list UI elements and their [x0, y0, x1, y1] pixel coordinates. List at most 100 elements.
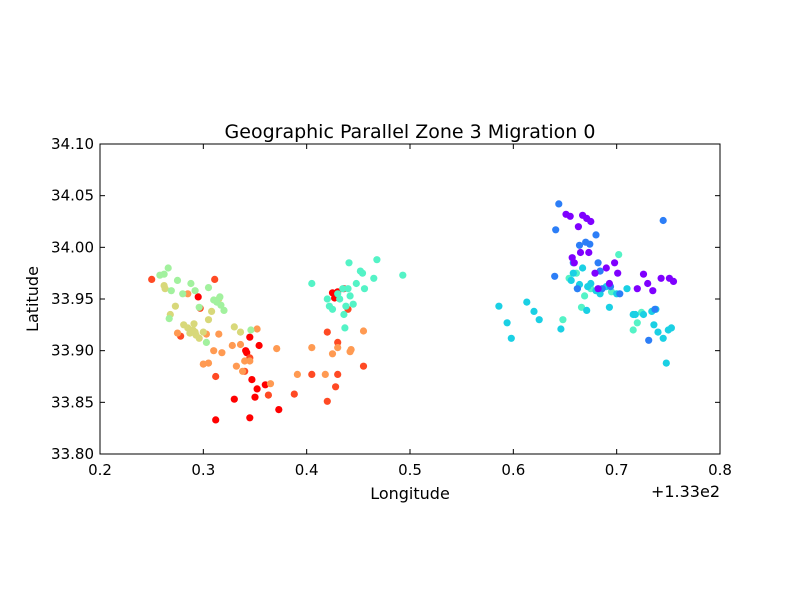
scatter-point	[345, 259, 353, 267]
scatter-point	[667, 324, 676, 332]
scatter-point	[359, 362, 368, 370]
scatter-point	[334, 370, 342, 378]
scatter-point	[591, 269, 599, 277]
scatter-point	[651, 305, 659, 313]
scatter-point	[165, 315, 173, 323]
scatter-point	[649, 287, 657, 295]
scatter-point	[179, 290, 187, 298]
scatter-point	[349, 300, 357, 308]
scatter-point	[592, 231, 600, 239]
x-tick-label: 0.4	[295, 461, 319, 479]
scatter-point	[247, 326, 255, 334]
scatter-point	[255, 341, 263, 350]
scatter-point	[605, 279, 614, 288]
scatter-point	[614, 269, 622, 277]
scatter-point	[236, 340, 245, 349]
scatter-point	[581, 292, 589, 300]
scatter-point	[605, 303, 614, 311]
scatter-point	[555, 200, 563, 208]
scatter-point	[339, 285, 347, 293]
scatter-point	[577, 303, 586, 311]
y-tick-label: 34.10	[51, 135, 94, 153]
scatter-point	[321, 370, 329, 378]
x-tick-label: 0.7	[605, 461, 629, 479]
scatter-point	[148, 275, 156, 283]
scatter-point	[334, 344, 342, 352]
scatter-point	[216, 293, 224, 301]
scatter-point	[579, 264, 587, 272]
scatter-point	[190, 320, 198, 328]
scatter-point	[639, 270, 648, 278]
scatter-point	[570, 259, 578, 267]
scatter-point	[629, 326, 637, 334]
scatter-point	[204, 316, 213, 324]
scatter-point	[347, 346, 355, 354]
scatter-point	[370, 274, 378, 282]
scatter-point	[328, 305, 337, 313]
scatter-point	[576, 248, 585, 257]
scatter-point	[639, 310, 648, 319]
scatter-point	[650, 321, 658, 329]
scatter-point	[253, 385, 261, 393]
scatter-point	[373, 256, 381, 264]
scatter-point	[236, 328, 245, 336]
scatter-point	[495, 302, 503, 310]
scatter-point	[199, 328, 207, 336]
scatter-point	[266, 380, 275, 388]
scatter-point	[587, 279, 595, 288]
scatter-point	[559, 316, 567, 324]
scatter-point	[220, 306, 228, 314]
scatter-point	[346, 292, 354, 300]
scatter-point	[171, 302, 179, 310]
scatter-point	[212, 372, 220, 381]
scatter-point	[616, 290, 624, 298]
x-axis-label: Longitude	[370, 484, 450, 503]
scatter-point	[659, 334, 667, 342]
scatter-point	[594, 285, 602, 293]
scatter-point	[669, 277, 678, 285]
scatter-point	[535, 316, 543, 324]
scatter-point	[615, 251, 623, 259]
scatter-point	[611, 259, 619, 267]
scatter-point	[243, 349, 251, 357]
scatter-point	[575, 241, 584, 249]
scatter-point	[246, 333, 254, 341]
scatter-point	[569, 269, 577, 277]
scatter-point	[336, 295, 344, 303]
scatter-point	[204, 359, 213, 367]
scatter-point	[246, 357, 254, 365]
x-axis-offset-label: +1.33e2	[651, 482, 720, 501]
scatter-point	[208, 307, 216, 315]
scatter-point	[594, 259, 602, 267]
scatter-point	[241, 357, 249, 365]
scatter-point	[246, 414, 254, 422]
scatter-point	[167, 287, 175, 295]
scatter-point	[323, 295, 331, 303]
scatter-point	[586, 240, 594, 248]
scatter-point	[187, 279, 195, 288]
scatter-point	[228, 341, 236, 350]
scatter-point	[194, 293, 202, 301]
x-tick-label: 0.3	[191, 461, 215, 479]
scatter-point	[399, 271, 407, 279]
scatter-point	[507, 334, 515, 342]
scatter-point	[323, 328, 331, 336]
scatter-point	[161, 285, 169, 293]
scatter-point	[195, 303, 203, 311]
scatter-point	[566, 212, 574, 220]
scatter-point	[602, 264, 610, 272]
axis-ticks: 0.2 0.3 0.4 0.5 0.6 0.7 0.8 33.80 33.85 33.90 33.9…	[51, 135, 732, 479]
scatter-point	[332, 383, 340, 391]
scatter-point	[328, 350, 337, 358]
scatter-point	[230, 395, 238, 403]
scatter-point	[623, 285, 631, 293]
scatter-point	[308, 279, 316, 288]
scatter-point	[275, 406, 283, 414]
scatter-point	[164, 264, 172, 272]
y-tick-label: 33.85	[51, 393, 94, 411]
x-tick-label: 0.8	[708, 461, 732, 479]
scatter-point	[210, 347, 218, 355]
scatter-point	[631, 310, 639, 319]
